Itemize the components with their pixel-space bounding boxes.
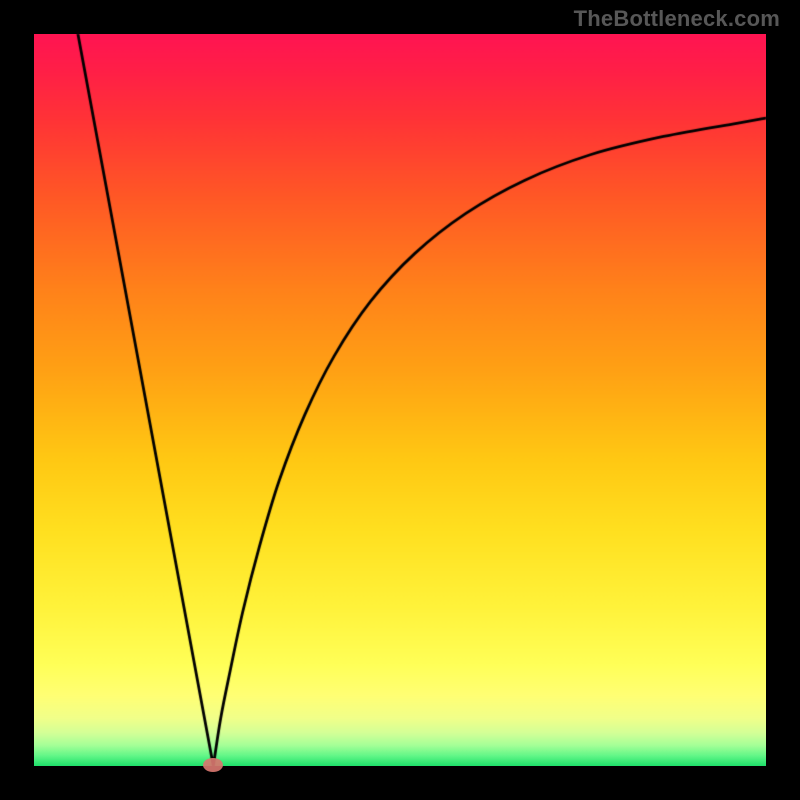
- optimal-point-marker: [203, 758, 223, 772]
- chart-root: TheBottleneck.com: [0, 0, 800, 800]
- watermark-label: TheBottleneck.com: [574, 6, 780, 32]
- bottleneck-curve: [0, 0, 800, 800]
